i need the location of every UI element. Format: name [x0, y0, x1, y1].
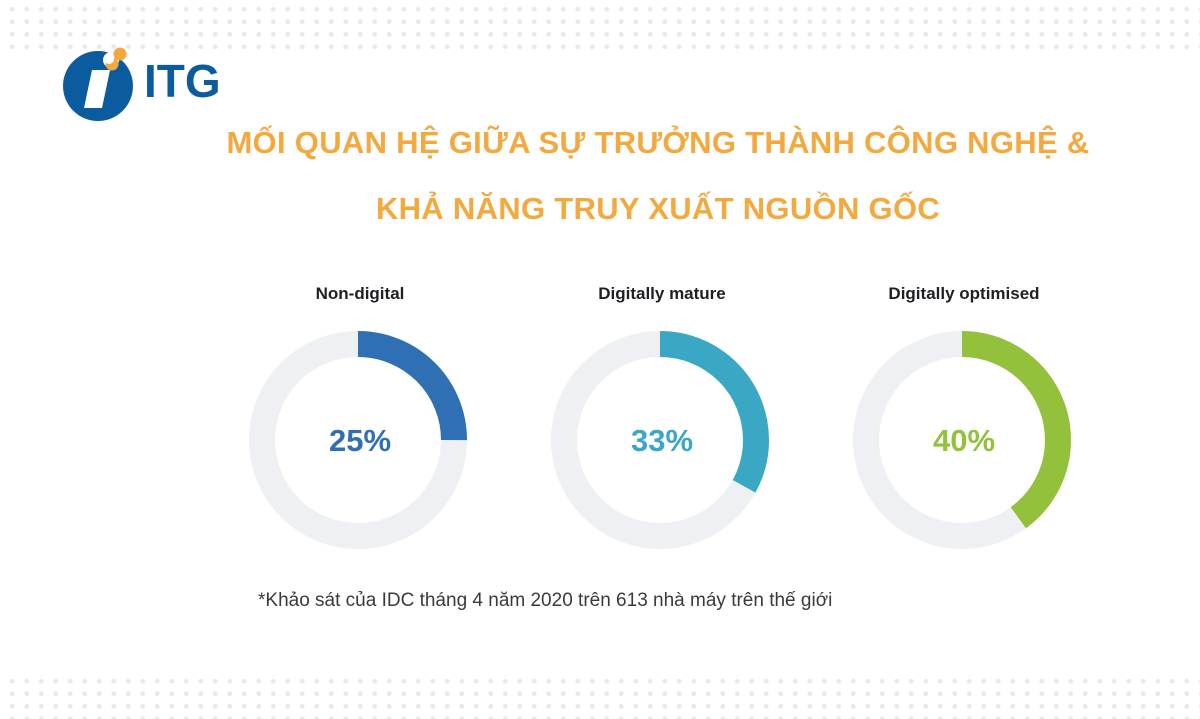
logo-text: ITG: [144, 55, 221, 107]
chart-label: Digitally mature: [598, 284, 726, 303]
chart-value: 33%: [630, 423, 694, 458]
donut-ring: [551, 331, 769, 549]
chart-value: 40%: [932, 423, 996, 458]
donut-ring: [249, 331, 467, 549]
donut-chart-non-digital: Non-digital 25%: [240, 278, 480, 558]
donut-ring: [853, 331, 1071, 549]
itg-logo-icon: [63, 47, 133, 121]
decorative-dot-pattern-bottom: [0, 672, 1200, 719]
chart-label: Digitally optimised: [888, 284, 1040, 303]
survey-footnote: *Khảo sát của IDC tháng 4 năm 2020 trên …: [258, 590, 833, 611]
title-line-1: MỐI QUAN HỆ GIỮA SỰ TRƯỞNG THÀNH CÔNG NG…: [226, 125, 1090, 160]
itg-logo: ITG: [62, 40, 237, 125]
page-title: MỐI QUAN HỆ GIỮA SỰ TRƯỞNG THÀNH CÔNG NG…: [0, 110, 1200, 242]
chart-label: Non-digital: [315, 284, 405, 303]
chart-value: 25%: [328, 423, 392, 458]
title-line-2: KHẢ NĂNG TRUY XUẤT NGUỒN GỐC: [375, 191, 941, 226]
donut-chart-digitally-optimised: Digitally optimised 40%: [844, 278, 1084, 558]
decorative-dot-pattern-top: [0, 0, 1200, 55]
donut-chart-digitally-mature: Digitally mature 33%: [542, 278, 782, 558]
